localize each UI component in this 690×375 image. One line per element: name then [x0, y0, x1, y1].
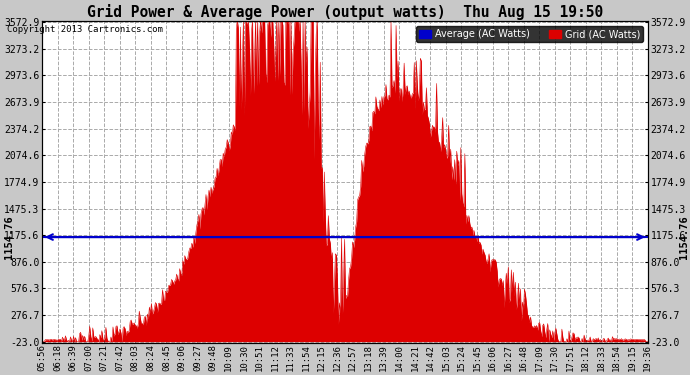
- Text: Copyright 2013 Cartronics.com: Copyright 2013 Cartronics.com: [7, 25, 163, 34]
- Text: 1154.76: 1154.76: [4, 215, 14, 259]
- Text: 1154.76: 1154.76: [679, 215, 689, 259]
- Title: Grid Power & Average Power (output watts)  Thu Aug 15 19:50: Grid Power & Average Power (output watts…: [87, 4, 603, 20]
- Legend: Average (AC Watts), Grid (AC Watts): Average (AC Watts), Grid (AC Watts): [416, 26, 643, 42]
